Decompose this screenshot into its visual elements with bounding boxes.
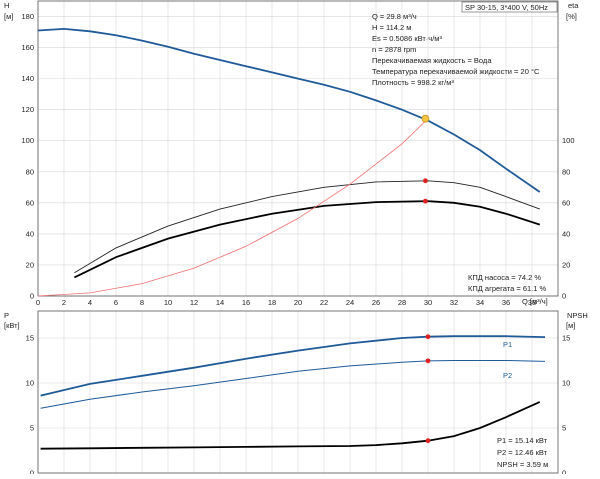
x-tick-label: 12 bbox=[190, 298, 198, 307]
bottom-plot-frame bbox=[37, 310, 559, 474]
head-axis-unit: [м] bbox=[4, 12, 13, 21]
x-tick-label: 38 bbox=[528, 298, 536, 307]
top-plot-frame bbox=[37, 0, 559, 297]
info-line-head: H = 114.2 м bbox=[372, 23, 411, 32]
head-tick-label: 0 bbox=[30, 292, 34, 301]
x-tick-label: 8 bbox=[140, 298, 144, 307]
x-tick-label: 22 bbox=[320, 298, 328, 307]
eta-axis-unit: [%] bbox=[566, 12, 577, 21]
duty-point-pump-eff bbox=[423, 178, 428, 184]
power-tick-label: 15 bbox=[26, 334, 34, 343]
x-tick-label: 18 bbox=[268, 298, 276, 307]
info-line-flow: Q = 29.8 м³/ч bbox=[372, 12, 417, 21]
npsh-axis-unit: [м] bbox=[566, 321, 575, 330]
head-axis-title: H bbox=[4, 1, 9, 10]
info-line-speed: n = 2878 rpm bbox=[372, 45, 416, 54]
p1-series-label: P1 bbox=[503, 340, 512, 349]
info-line-liquid: Перекачиваемая жидкость = Вода bbox=[372, 56, 492, 65]
x-tick-label: 20 bbox=[294, 298, 302, 307]
npsh-value-label: NPSH = 3.59 м bbox=[497, 460, 548, 469]
x-tick-label: 24 bbox=[346, 298, 354, 307]
system-curve bbox=[37, 118, 429, 297]
npsh-tick-label: 15 bbox=[562, 334, 570, 343]
x-tick-label: 14 bbox=[216, 298, 224, 307]
eta-tick-label: 0 bbox=[562, 292, 566, 301]
head-tick-label: 40 bbox=[26, 229, 34, 238]
head-tick-label: 180 bbox=[21, 12, 34, 21]
head-tick-label: 140 bbox=[21, 74, 34, 83]
p2-value-label: P2 = 12.46 кВт bbox=[497, 448, 548, 457]
duty-point-p2 bbox=[425, 358, 431, 364]
duty-point-p1 bbox=[425, 334, 431, 340]
series-layer bbox=[37, 27, 546, 450]
head-tick-label: 120 bbox=[21, 105, 34, 114]
x-tick-label: 2 bbox=[62, 298, 66, 307]
p1-value-label: P1 = 15.14 кВт bbox=[497, 436, 548, 445]
power-axis-title: P bbox=[4, 311, 9, 320]
p2-series-label: P2 bbox=[503, 371, 512, 380]
head-tick-label: 80 bbox=[26, 167, 34, 176]
power-axis-unit: [кВт] bbox=[4, 321, 20, 330]
duty-point-unit-eff bbox=[423, 198, 428, 204]
x-tick-label: 16 bbox=[242, 298, 250, 307]
npsh-tick-label: 5 bbox=[562, 424, 566, 433]
grid-top bbox=[37, 1, 558, 297]
operating-points bbox=[421, 114, 431, 444]
power-tick-label: 5 bbox=[30, 424, 34, 433]
x-tick-label: 4 bbox=[88, 298, 92, 307]
unit-efficiency-curve bbox=[74, 200, 541, 279]
head-tick-label: 60 bbox=[26, 198, 34, 207]
eta-tick-label: 80 bbox=[562, 167, 570, 176]
ticks-layer: 0 2 4 6 8 10 12 14 16 18 20 22 24 26 28 30 32 34 36 3802040… bbox=[21, 12, 575, 477]
x-tick-label: 28 bbox=[398, 298, 406, 307]
flow-axis-title: Q [м³/ч] bbox=[522, 297, 548, 306]
duty-point-npsh bbox=[425, 438, 431, 444]
operating-point-info: Q = 29.8 м³/ч H = 114.2 м Es = 0.5086 кВ… bbox=[372, 12, 540, 87]
npsh-curve bbox=[40, 401, 541, 450]
power-tick-label: 10 bbox=[26, 379, 34, 388]
eta-unit-label: КПД агрегата = 61.1 % bbox=[468, 284, 546, 293]
head-tick-label: 100 bbox=[21, 136, 34, 145]
p1-curve bbox=[40, 335, 546, 397]
pump-efficiency-curve bbox=[74, 180, 540, 274]
eta-tick-label: 60 bbox=[562, 198, 570, 207]
x-tick-label: 10 bbox=[164, 298, 172, 307]
title-box bbox=[461, 1, 558, 13]
npsh-axis-title: NPSH bbox=[567, 311, 588, 320]
x-tick-label: 34 bbox=[476, 298, 484, 307]
x-tick-label: 0 bbox=[36, 298, 40, 307]
eta-axis-title: eta bbox=[568, 1, 579, 10]
npsh-tick-label: 0 bbox=[562, 469, 566, 475]
eta-tick-label: 20 bbox=[562, 260, 570, 269]
x-tick-label: 36 bbox=[502, 298, 510, 307]
x-tick-label: 26 bbox=[372, 298, 380, 307]
head-tick-label: 20 bbox=[26, 260, 34, 269]
chart-title: SP 30-15, 3*400 V, 50Hz bbox=[465, 3, 548, 12]
duty-point-head bbox=[421, 114, 430, 123]
eta-pump-label: КПД насоса = 74.2 % bbox=[468, 273, 541, 282]
power-tick-label: 0 bbox=[30, 469, 34, 475]
head-tick-label: 160 bbox=[21, 43, 34, 52]
head-curve bbox=[37, 27, 541, 193]
p2-curve bbox=[40, 360, 546, 409]
npsh-tick-label: 10 bbox=[562, 379, 570, 388]
info-line-energy: Es = 0.5086 кВт·ч/м³ bbox=[372, 34, 442, 43]
eta-tick-label: 40 bbox=[562, 229, 570, 238]
x-tick-label: 32 bbox=[450, 298, 458, 307]
eta-tick-label: 100 bbox=[562, 136, 575, 145]
info-line-density: Плотность = 998.2 кг/м³ bbox=[372, 78, 454, 87]
x-tick-label: 30 bbox=[424, 298, 432, 307]
x-tick-label: 6 bbox=[114, 298, 118, 307]
info-line-temperature: Температура перекачиваемой жидкости = 20… bbox=[372, 67, 540, 76]
